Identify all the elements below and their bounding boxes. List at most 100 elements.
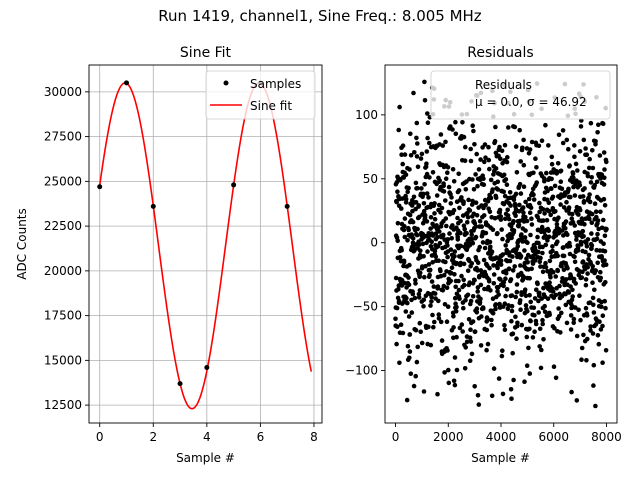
residual-point [445, 304, 451, 310]
x-tick-label: 0 [392, 430, 400, 444]
residual-point [414, 120, 420, 126]
residual-point [528, 299, 533, 305]
residual-point [498, 262, 504, 267]
residual-point [519, 322, 525, 328]
residual-point [558, 330, 563, 335]
residual-point [589, 243, 595, 248]
residual-point [412, 150, 417, 155]
residual-point [490, 227, 496, 232]
residual-point [483, 230, 489, 236]
residual-point [546, 200, 552, 205]
residual-point [486, 284, 491, 290]
residual-point [475, 268, 480, 273]
residual-point [593, 209, 599, 214]
residual-point [529, 139, 535, 145]
residual-point [493, 124, 498, 130]
residual-point [452, 272, 457, 277]
residual-point [588, 324, 593, 329]
residuals-panel: Residuals 0 2000 4000 6000 8000 −100 −50 0 50 10… [345, 45, 622, 465]
residual-point [538, 255, 543, 261]
x-tick-label: 2000 [433, 430, 464, 444]
residual-point [540, 321, 545, 327]
residual-point [410, 236, 416, 241]
residual-point [493, 302, 499, 307]
residual-point [554, 171, 559, 176]
residual-point [580, 194, 586, 199]
residual-point [584, 244, 590, 249]
residual-point [406, 314, 412, 319]
residual-point [573, 305, 578, 310]
residual-point [462, 226, 468, 232]
residual-point [422, 79, 427, 85]
residual-point [456, 188, 462, 193]
residual-point [414, 232, 420, 238]
residual-point [542, 178, 547, 184]
residual-point [536, 249, 541, 255]
residual-point [488, 288, 493, 293]
sine-fit-legend: Samples Sine fit [205, 70, 316, 120]
residual-point [508, 203, 513, 208]
residual-point [551, 269, 556, 275]
residual-point [406, 227, 412, 233]
residual-point [515, 243, 521, 249]
residual-point [537, 290, 542, 296]
residual-point [498, 277, 503, 282]
residual-point [470, 177, 475, 182]
residual-point [452, 249, 458, 254]
residual-point [467, 335, 473, 341]
residual-point [527, 147, 533, 152]
residual-point [603, 280, 608, 285]
residual-point [571, 320, 576, 326]
residual-point [529, 266, 534, 272]
residual-point [502, 323, 507, 328]
sample-point [123, 80, 129, 86]
residual-point [536, 240, 541, 246]
residual-point [470, 240, 476, 246]
residual-point [595, 218, 601, 223]
residual-point [397, 360, 402, 366]
residual-point [486, 278, 492, 284]
residual-point [489, 317, 494, 323]
residual-point [540, 269, 546, 275]
residual-point [520, 239, 525, 244]
residual-point [440, 232, 446, 238]
residual-point [526, 345, 531, 351]
residual-point [417, 320, 423, 326]
residual-point [522, 235, 528, 240]
residual-point [442, 370, 447, 375]
residual-point [436, 258, 442, 264]
residual-point [572, 193, 578, 198]
residual-point [493, 306, 498, 312]
residuals-x-ticks: 0 2000 4000 6000 8000 [392, 423, 622, 444]
residual-point [472, 384, 478, 389]
residual-point [528, 205, 534, 210]
residual-point [478, 268, 484, 273]
residual-point [561, 245, 566, 250]
x-tick-label: 8000 [591, 430, 622, 444]
residual-point [427, 272, 432, 278]
residual-point [484, 327, 490, 333]
residual-point [484, 347, 489, 353]
residual-point [483, 202, 488, 208]
residual-point [550, 244, 555, 249]
residual-point [555, 161, 561, 166]
residual-point [408, 371, 414, 377]
residual-point [394, 199, 400, 205]
residual-point [507, 190, 513, 195]
residual-point [438, 210, 443, 215]
residual-point [422, 98, 428, 103]
residual-point [405, 189, 411, 195]
residual-point [456, 287, 462, 293]
residual-point [460, 329, 466, 334]
residual-point [517, 202, 522, 208]
residual-point [429, 294, 434, 300]
residual-point [528, 232, 533, 238]
residual-point [406, 275, 411, 280]
residual-point [469, 232, 475, 237]
residual-point [522, 287, 528, 293]
residual-point [542, 309, 548, 315]
residual-point [536, 310, 541, 315]
residual-point [509, 303, 515, 309]
residual-point [499, 148, 505, 154]
residual-point [553, 292, 559, 298]
